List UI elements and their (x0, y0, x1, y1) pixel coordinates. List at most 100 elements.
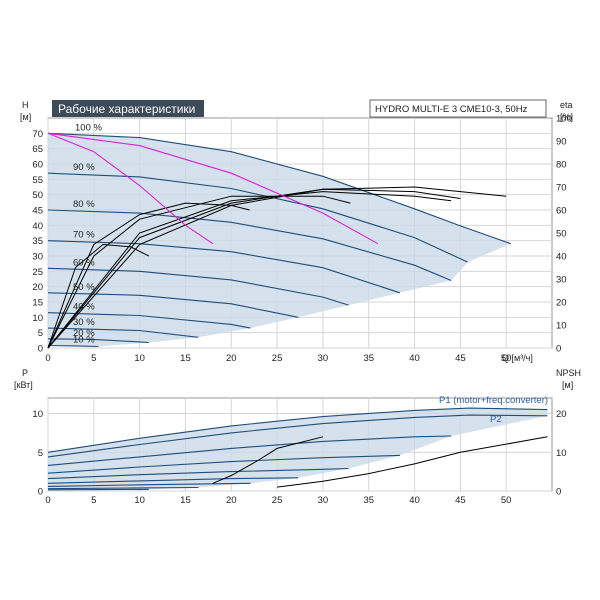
q-tick-label: 35 (363, 353, 374, 364)
head-curve (47, 132, 511, 245)
h-tick-label: 50 (32, 190, 43, 201)
h-tick-label: 55 (32, 175, 43, 186)
h-tick-label: 10 (32, 313, 43, 324)
npsh-axis-label: NPSH (556, 368, 581, 378)
power-curve (47, 454, 400, 474)
lower-plot-area (47, 407, 548, 491)
q-tick-label: 40 (409, 353, 420, 364)
model-label: HYDRO MULTI-E 3 CME10-3, 50Hz (375, 104, 528, 115)
q-axis-label-upper: Q [м³/ч] (502, 353, 533, 363)
speed-label: 20 % (73, 328, 95, 339)
head-curve (47, 338, 149, 344)
q-tick-label-lower: 50 (501, 495, 512, 506)
npsh-tick-label: 20 (556, 409, 567, 420)
q-tick-label: 15 (180, 353, 191, 364)
q-tick-label-lower: 35 (363, 495, 374, 506)
operating-envelope (48, 133, 511, 347)
head-curve (47, 209, 452, 282)
q-tick-label: 30 (318, 353, 329, 364)
speed-label: 100 % (75, 122, 102, 133)
q-tick-label: 45 (455, 353, 466, 364)
power-curve (47, 482, 251, 487)
h-tick-label: 15 (32, 298, 43, 309)
q-tick-label: 20 (226, 353, 237, 364)
q-tick-label: 10 (134, 353, 145, 364)
q-tick-label-lower: 0 (45, 495, 50, 506)
q-tick-label: 5 (91, 353, 96, 364)
q-tick-label-lower: 25 (272, 495, 283, 506)
eta-tick-label: 10 (556, 321, 567, 332)
p-axis-unit: [кВт] (14, 380, 33, 390)
speed-label: 70 % (73, 230, 95, 241)
h-tick-label: 40 (32, 221, 43, 232)
q-tick-label-lower: 20 (226, 495, 237, 506)
lower-axis-ticks: 0 5 10 0 10 20 0 5 10 15 20 25 30 35 40 45 50 (32, 409, 566, 506)
head-curve (47, 172, 468, 263)
efficiency-curve (47, 195, 351, 349)
h-axis-unit: [м] (20, 112, 31, 122)
speed-label: 50 % (73, 282, 95, 293)
power-curve (47, 477, 299, 484)
q-tick-label-lower: 5 (91, 495, 96, 506)
upper-plot-area (47, 132, 511, 349)
p-tick-label: 10 (32, 409, 43, 420)
eta-axis-unit: [%] (560, 112, 573, 122)
h-tick-label: 30 (32, 252, 43, 263)
q-tick-label-lower: 40 (409, 495, 420, 506)
eta-tick-label: 100 (556, 114, 572, 125)
q-tick-label: 25 (272, 353, 283, 364)
eta-tick-label: 0 (556, 344, 561, 355)
eta-tick-label: 70 (556, 183, 567, 194)
eta-tick-label: 50 (556, 229, 567, 240)
q-tick-label-lower: 30 (318, 495, 329, 506)
system-curve (47, 132, 379, 245)
efficiency-curve (47, 243, 150, 349)
eta-tick-label: 80 (556, 160, 567, 171)
upper-axis-ticks: 0510152025303540455055606570010203040506… (32, 114, 571, 365)
npsh-tick-label: 10 (556, 448, 567, 459)
eta-tick-label: 20 (556, 298, 567, 309)
head-curve (47, 292, 299, 318)
speed-label: 40 % (73, 302, 95, 313)
legend-p2: P2 (490, 414, 502, 425)
legend-p1: P1 (motor+freq.converter) (439, 395, 548, 406)
q-tick-label-lower: 10 (134, 495, 145, 506)
head-curve (47, 344, 99, 348)
head-curve (47, 267, 349, 306)
power-curve (47, 407, 548, 453)
power-envelope (48, 408, 548, 490)
head-curve (47, 240, 401, 294)
eta-tick-label: 60 (556, 206, 567, 217)
npsh-curve (277, 436, 548, 488)
eta-axis-label: eta (560, 100, 573, 110)
title-box (52, 100, 204, 117)
chart-title: Рабочие характеристики (58, 102, 195, 116)
power-curve (47, 435, 452, 466)
system-curve (47, 132, 214, 245)
eta-tick-label: 30 (556, 275, 567, 286)
q-tick-label-lower: 45 (455, 495, 466, 506)
q-tick-label: 50 (501, 353, 512, 364)
h-tick-label: 45 (32, 206, 43, 217)
h-axis-label: H (22, 100, 29, 110)
power-curve (47, 414, 548, 458)
npsh-curve (212, 436, 324, 484)
efficiency-curve (47, 202, 250, 349)
h-tick-label: 60 (32, 160, 43, 171)
npsh-axis-unit: [м] (562, 380, 573, 390)
h-tick-label: 70 (32, 129, 43, 140)
speed-label: 80 % (73, 199, 95, 210)
h-tick-label: 20 (32, 282, 43, 293)
head-curve (47, 312, 251, 329)
h-tick-label: 65 (32, 144, 43, 155)
speed-labels: 100 % 90 % 80 % 70 % 60 % 50 % 40 % 30 %20 %10 … (73, 122, 102, 345)
speed-label: 90 % (73, 162, 95, 173)
h-tick-label: 5 (38, 328, 43, 339)
h-tick-label: 35 (32, 236, 43, 247)
power-curve (47, 467, 349, 480)
p-tick-label: 0 (38, 487, 43, 498)
head-curve (47, 327, 199, 338)
h-tick-label: 25 (32, 267, 43, 278)
p-tick-label: 5 (38, 448, 43, 459)
